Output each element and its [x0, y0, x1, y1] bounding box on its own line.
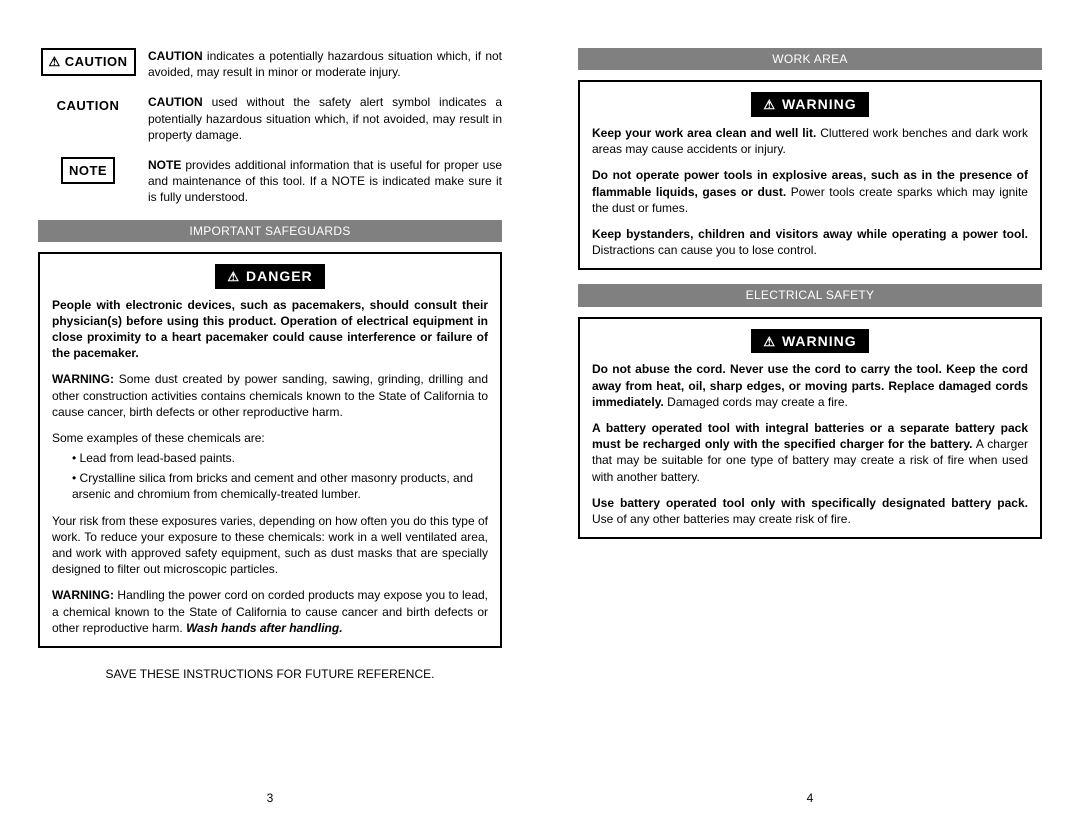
bullet-item: Lead from lead-based paints. [72, 450, 488, 466]
cord-para: WARNING: Handling the power cord on cord… [52, 587, 488, 636]
alert-icon: ⚠ [49, 54, 61, 69]
definitions-block: ⚠ CAUTION CAUTION indicates a potentiall… [38, 48, 502, 206]
banner-text: DANGER [246, 268, 313, 284]
alert-icon: ⚠ [763, 96, 776, 114]
def-text: NOTE provides additional information tha… [138, 157, 502, 206]
warning-banner: ⚠ WARNING [751, 329, 868, 354]
warning-para: Keep bystanders, children and visitors a… [592, 226, 1028, 258]
note-badge: NOTE [61, 157, 115, 185]
section-header-electrical: ELECTRICAL SAFETY [578, 284, 1042, 306]
def-text: CAUTION used without the safety alert sy… [138, 94, 502, 143]
def-row: ⚠ CAUTION CAUTION indicates a potentiall… [38, 48, 502, 80]
section-header-workarea: WORK AREA [578, 48, 1042, 70]
def-label-text: CAUTION [65, 54, 128, 69]
bullet-item: Crystalline silica from bricks and cemen… [72, 470, 488, 502]
warning-para: Keep your work area clean and well lit. … [592, 125, 1028, 157]
danger-para: WARNING: Some dust created by power sand… [52, 371, 488, 420]
chemical-bullets: Lead from lead-based paints. Crystalline… [72, 450, 488, 503]
alert-icon: ⚠ [227, 268, 240, 286]
warning-box-electrical: ⚠ WARNING Do not abuse the cord. Never us… [578, 317, 1042, 540]
page-right: WORK AREA ⚠ WARNING Keep your work area c… [540, 0, 1080, 834]
warning-para: Do not abuse the cord. Never use the cor… [592, 361, 1028, 410]
warning-banner: ⚠ WARNING [751, 92, 868, 117]
risk-para: Your risk from these exposures varies, d… [52, 513, 488, 578]
banner-text: WARNING [782, 96, 857, 112]
alert-icon: ⚠ [763, 333, 776, 351]
def-label: CAUTION [38, 94, 138, 118]
warning-para: Do not operate power tools in explosive … [592, 167, 1028, 216]
banner-text: WARNING [782, 333, 857, 349]
section-header-safeguards: IMPORTANT SAFEGUARDS [38, 220, 502, 242]
def-text: CAUTION indicates a potentially hazardou… [138, 48, 502, 80]
def-row: NOTE NOTE provides additional informatio… [38, 157, 502, 206]
def-label: ⚠ CAUTION [38, 48, 138, 76]
def-row: CAUTION CAUTION used without the safety … [38, 94, 502, 143]
warning-box-workarea: ⚠ WARNING Keep your work area clean and w… [578, 80, 1042, 270]
caution-plain: CAUTION [57, 94, 120, 118]
warning-para: A battery operated tool with integral ba… [592, 420, 1028, 485]
danger-banner: ⚠ DANGER [215, 264, 324, 289]
examples-lead: Some examples of these chemicals are: [52, 430, 488, 446]
page-number: 3 [0, 790, 540, 806]
save-instructions: SAVE THESE INSTRUCTIONS FOR FUTURE REFER… [38, 666, 502, 682]
caution-badge: ⚠ CAUTION [41, 48, 136, 76]
page-number: 4 [540, 790, 1080, 806]
warning-para: Use battery operated tool only with spec… [592, 495, 1028, 527]
page-left: ⚠ CAUTION CAUTION indicates a potentiall… [0, 0, 540, 834]
danger-para: People with electronic devices, such as … [52, 297, 488, 362]
danger-box: ⚠ DANGER People with electronic devices, … [38, 252, 502, 648]
def-label: NOTE [38, 157, 138, 185]
